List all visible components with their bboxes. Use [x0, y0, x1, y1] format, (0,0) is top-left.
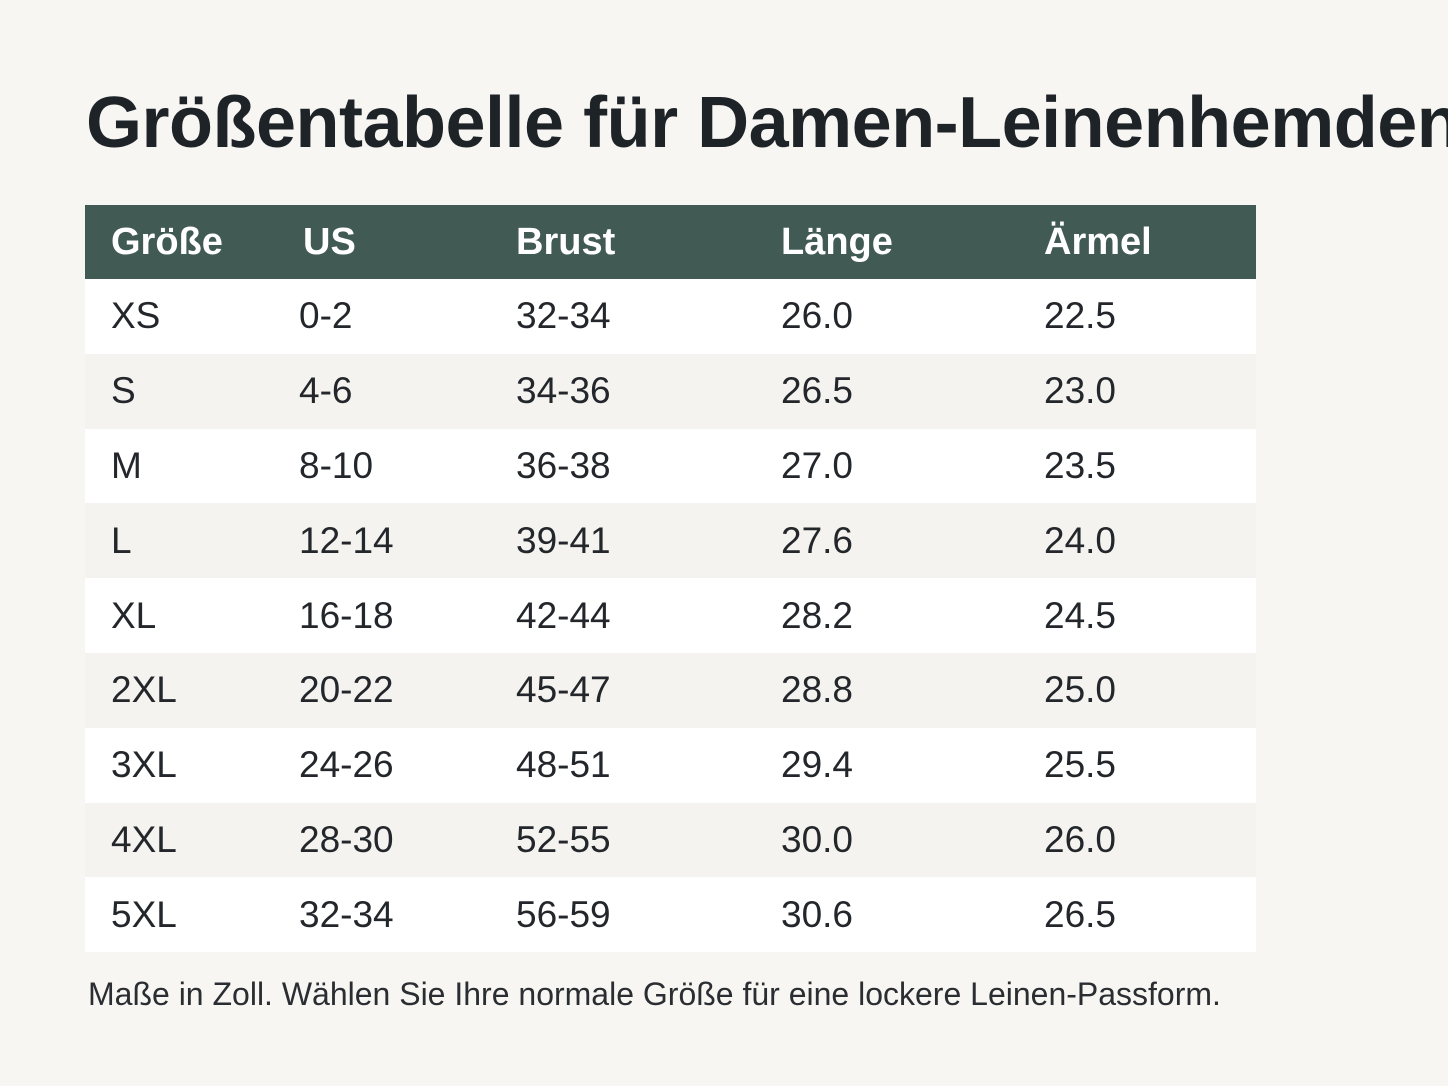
table-row: 4XL 28-30 52-55 30.0 26.0 — [85, 802, 1256, 878]
cell-length: 27.6 — [781, 519, 854, 561]
header-chest: Brust — [516, 220, 616, 263]
table-row: XS 0-2 32-34 26.0 22.5 — [85, 279, 1256, 354]
cell-chest: 56-59 — [516, 893, 611, 935]
cell-size: 3XL — [111, 744, 177, 786]
cell-sleeve: 26.5 — [1044, 893, 1117, 935]
cell-chest: 48-51 — [516, 744, 611, 786]
table-row: 3XL 24-26 48-51 29.4 25.5 — [85, 727, 1256, 803]
cell-size: XL — [111, 594, 157, 636]
page-title: Größentabelle für Damen-Leinenhemden — [86, 83, 1448, 163]
cell-us: 32-34 — [299, 893, 394, 935]
cell-us: 12-14 — [299, 519, 394, 561]
size-chart-table: Größe US Brust Länge Ärmel XS 0-2 32-34 … — [85, 205, 1256, 953]
cell-chest: 52-55 — [516, 818, 611, 860]
footnote: Maße in Zoll. Wählen Sie Ihre normale Gr… — [88, 976, 1221, 1012]
cell-sleeve: 24.0 — [1044, 519, 1117, 561]
cell-sleeve: 23.0 — [1044, 370, 1117, 412]
header-length: Länge — [781, 220, 893, 263]
cell-us: 24-26 — [299, 744, 394, 786]
cell-us: 4-6 — [299, 370, 353, 412]
cell-size: L — [111, 519, 132, 561]
cell-chest: 39-41 — [516, 519, 611, 561]
cell-length: 28.2 — [781, 594, 854, 636]
cell-us: 20-22 — [299, 669, 394, 711]
cell-chest: 45-47 — [516, 669, 611, 711]
table-row: L 12-14 39-41 27.6 24.0 — [85, 503, 1256, 579]
cell-us: 0-2 — [299, 295, 353, 337]
header-size: Größe — [111, 220, 223, 263]
cell-size: S — [111, 370, 136, 412]
table-row: XL 16-18 42-44 28.2 24.5 — [85, 578, 1256, 653]
cell-size: 2XL — [111, 669, 177, 711]
cell-sleeve: 24.5 — [1044, 594, 1117, 636]
cell-sleeve: 26.0 — [1044, 818, 1117, 860]
cell-sleeve: 23.5 — [1044, 444, 1117, 486]
cell-length: 26.0 — [781, 295, 854, 337]
table-row: S 4-6 34-36 26.5 23.0 — [85, 353, 1256, 429]
cell-size: M — [111, 444, 142, 486]
cell-sleeve: 22.5 — [1044, 295, 1117, 337]
cell-size: 4XL — [111, 818, 177, 860]
cell-length: 30.0 — [781, 818, 854, 860]
table-row: M 8-10 36-38 27.0 23.5 — [85, 428, 1256, 504]
table-row: 5XL 32-34 56-59 30.6 26.5 — [85, 877, 1256, 953]
table-header-row: Größe US Brust Länge Ärmel — [85, 205, 1256, 279]
cell-chest: 36-38 — [516, 444, 611, 486]
header-us: US — [303, 220, 356, 263]
cell-us: 28-30 — [299, 818, 394, 860]
table-row: 2XL 20-22 45-47 28.8 25.0 — [85, 652, 1256, 728]
cell-us: 16-18 — [299, 594, 394, 636]
cell-length: 26.5 — [781, 370, 854, 412]
cell-chest: 34-36 — [516, 370, 611, 412]
cell-length: 30.6 — [781, 893, 854, 935]
header-sleeve: Ärmel — [1044, 220, 1152, 263]
cell-chest: 42-44 — [516, 594, 611, 636]
cell-chest: 32-34 — [516, 295, 611, 337]
cell-size: XS — [111, 295, 161, 337]
cell-length: 27.0 — [781, 444, 854, 486]
cell-sleeve: 25.0 — [1044, 669, 1117, 711]
cell-us: 8-10 — [299, 444, 374, 486]
cell-length: 29.4 — [781, 744, 854, 786]
cell-size: 5XL — [111, 893, 177, 935]
cell-sleeve: 25.5 — [1044, 744, 1117, 786]
cell-length: 28.8 — [781, 669, 854, 711]
